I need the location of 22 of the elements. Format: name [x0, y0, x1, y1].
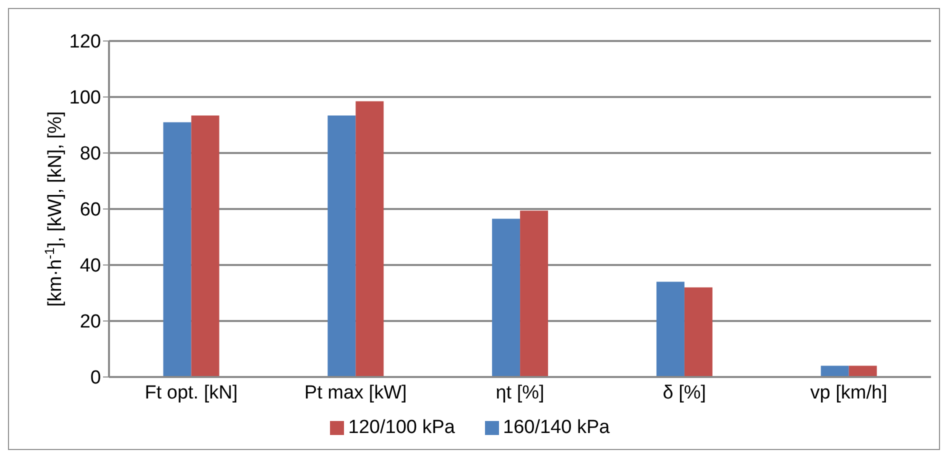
bar — [492, 218, 520, 377]
x-tick-label: Ft opt. [kN] — [144, 382, 238, 404]
legend-label: 120/100 kPa — [348, 417, 455, 438]
bar — [684, 287, 712, 377]
y-tick-label: 60 — [80, 200, 101, 221]
y-tick-label: 20 — [80, 312, 101, 333]
y-tick-label: 0 — [90, 368, 101, 389]
bar — [163, 122, 192, 377]
legend-label: 160/140 kPa — [503, 417, 610, 438]
x-tick-label: vp [km/h] — [810, 382, 888, 404]
bar — [191, 115, 220, 377]
bar — [520, 210, 548, 377]
bar — [328, 115, 356, 377]
y-tick-label: 100 — [69, 88, 101, 109]
y-tick-label: 80 — [80, 144, 101, 165]
x-tick-label: Pt max [kW] — [304, 382, 407, 404]
bar — [356, 101, 384, 377]
x-tick-label: ηt [%] — [496, 382, 544, 404]
bar — [656, 282, 684, 377]
x-tick-label: δ [%] — [662, 382, 706, 404]
y-tick-label: 120 — [69, 32, 101, 53]
y-tick-label: 40 — [80, 256, 101, 277]
